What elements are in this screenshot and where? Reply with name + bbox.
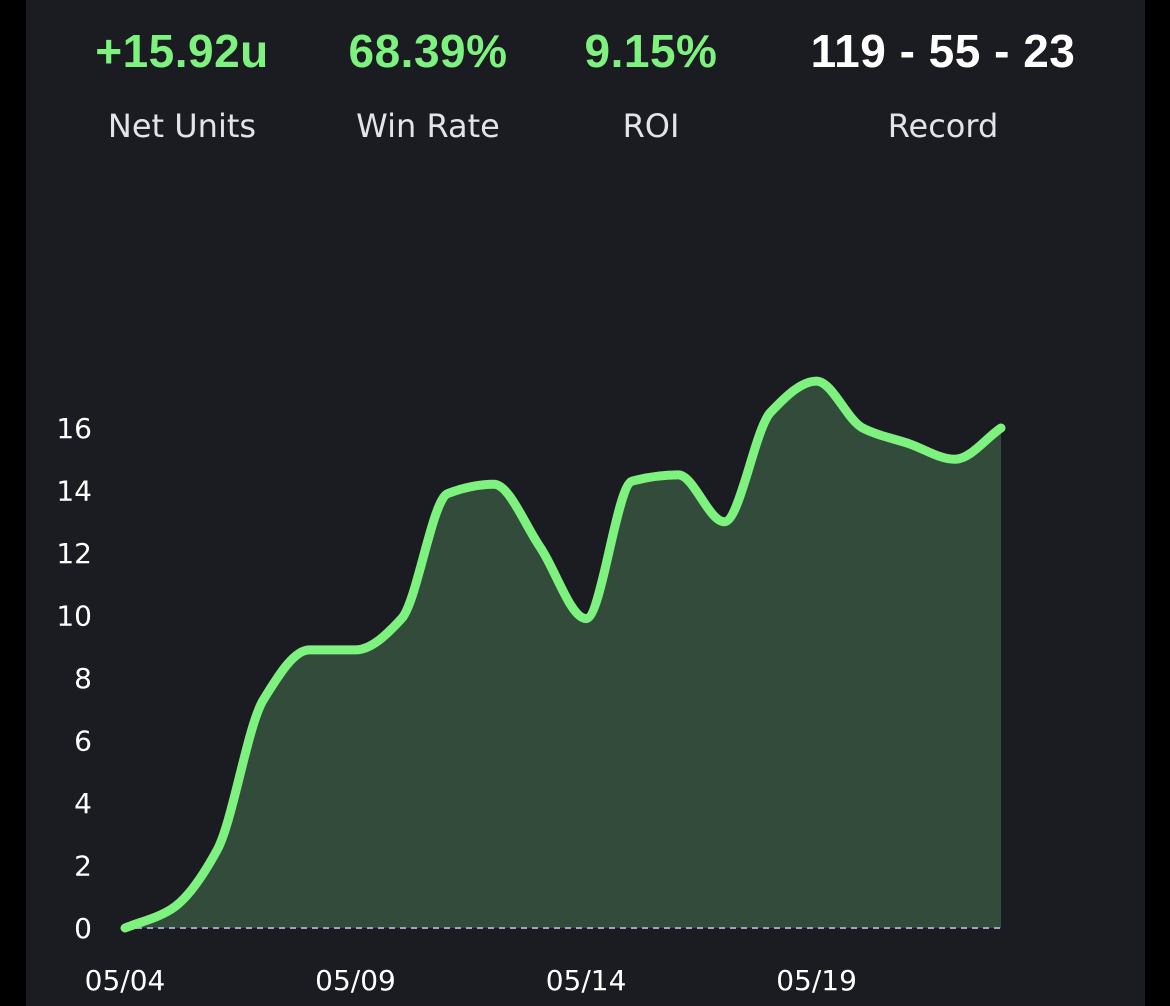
x-tick-label: 05/09 [315,964,396,997]
y-axis-ticks: 0 2 4 6 8 10 12 14 16 [56,412,92,945]
x-axis-ticks: 05/04 05/09 05/14 05/19 [85,964,857,997]
roi-value: 9.15% [584,25,718,77]
win-rate-label: Win Rate [356,107,500,145]
y-tick-label: 10 [56,600,92,633]
chart-area-fill [125,381,1001,929]
win-rate-stat: 68.39% Win Rate [348,22,507,146]
y-tick-label: 0 [74,912,92,945]
y-tick-label: 2 [74,850,92,883]
y-tick-label: 4 [74,787,92,820]
y-tick-label: 16 [56,412,92,445]
y-tick-label: 6 [74,725,92,758]
net-units-label: Net Units [107,107,257,145]
chart-series-line [120,376,1006,933]
record-stat: 119 - 55 - 23 Record [811,22,1076,146]
x-tick-label: 05/14 [546,964,627,997]
record-label: Record [887,107,999,145]
record-value: 119 - 55 - 23 [810,25,1076,77]
net-units-value: +15.92u [95,25,269,77]
x-tick-label: 05/19 [776,964,857,997]
win-rate-value: 68.39% [348,25,508,77]
y-tick-label: 14 [56,475,92,508]
roi-stat: 9.15% ROI [585,22,718,146]
x-tick-label: 05/04 [85,964,166,997]
roi-label: ROI [622,107,680,145]
y-tick-label: 12 [56,537,92,570]
y-tick-label: 8 [74,662,92,695]
net-units-stat: +15.92u Net Units [95,22,269,146]
